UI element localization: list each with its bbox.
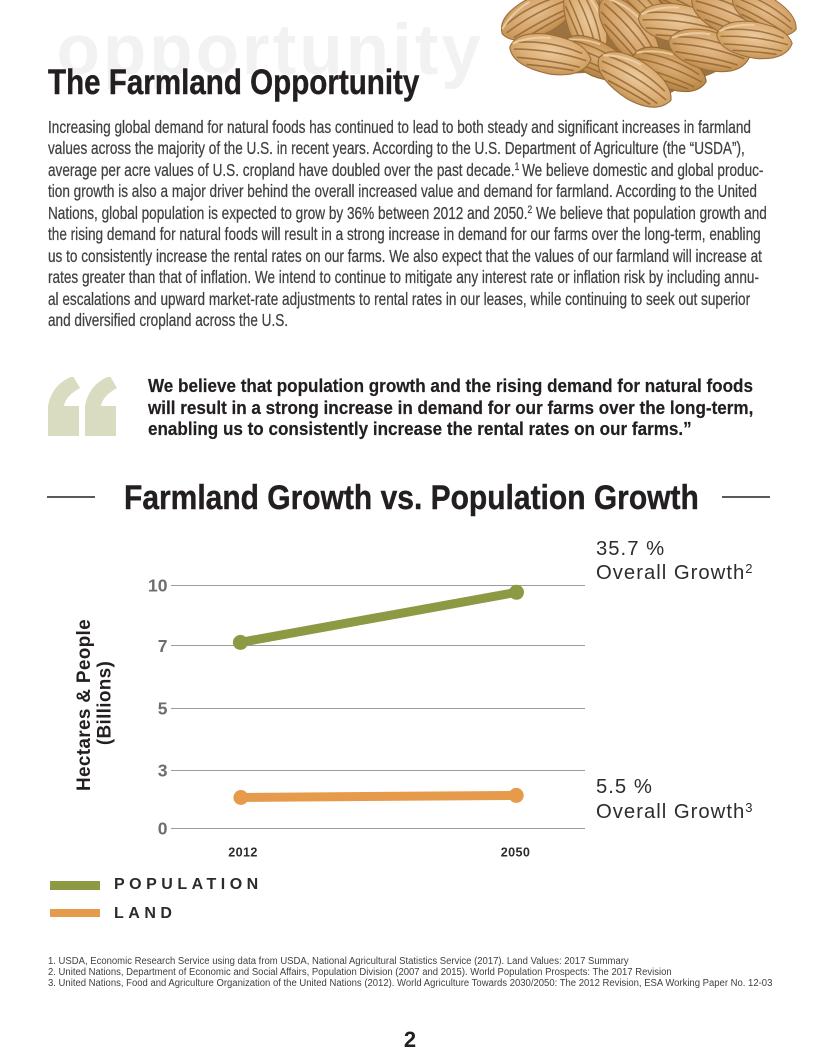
svg-text:0: 0 (158, 818, 168, 838)
svg-text:3: 3 (158, 760, 168, 780)
svg-text:Hectares & People: Hectares & People (74, 619, 95, 791)
svg-text:5: 5 (158, 698, 168, 718)
svg-text:(Billions): (Billions) (95, 661, 116, 745)
svg-text:2012: 2012 (228, 846, 258, 860)
svg-text:7: 7 (158, 636, 168, 656)
svg-text:10: 10 (148, 575, 168, 595)
svg-text:2050: 2050 (501, 846, 531, 860)
